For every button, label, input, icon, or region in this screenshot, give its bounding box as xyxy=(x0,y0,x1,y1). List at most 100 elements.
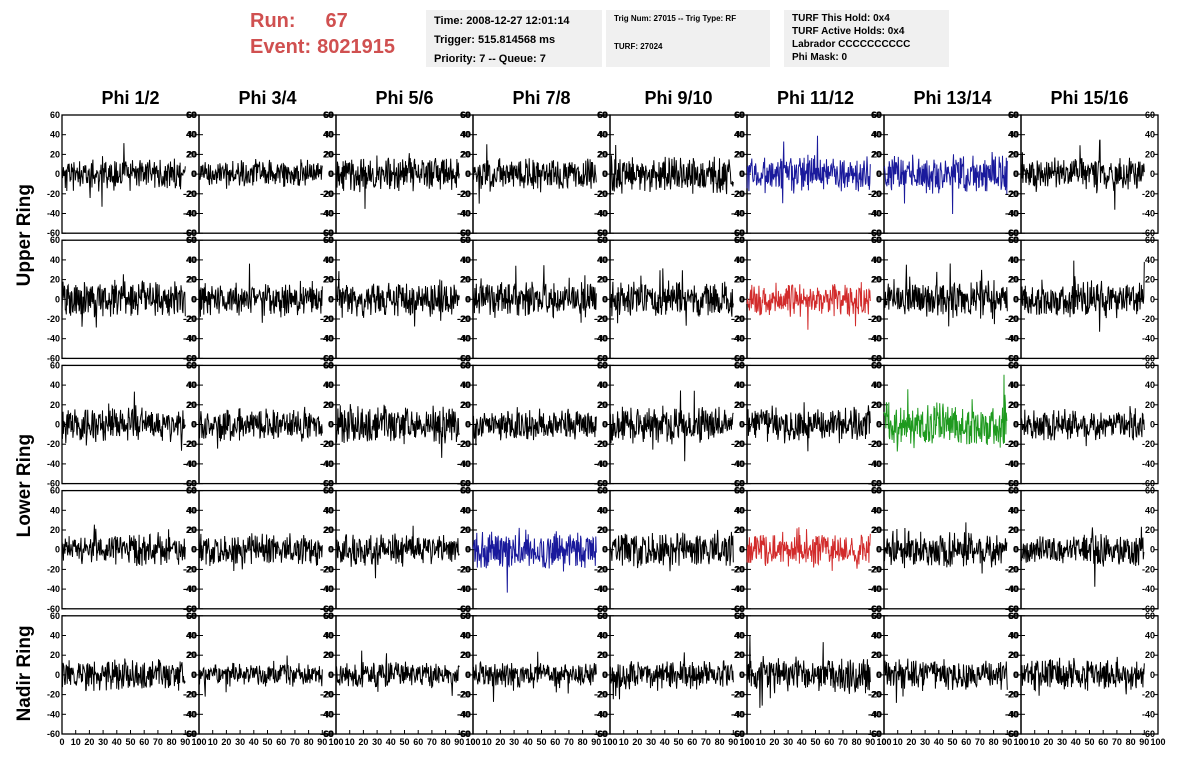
y-tick-label: 60 xyxy=(324,235,334,245)
y-tick-label: 20 xyxy=(1008,275,1018,285)
y-tick-label: -20 xyxy=(183,564,196,574)
y-tick-label: -20 xyxy=(1005,314,1018,324)
y-tick-label: 20 xyxy=(323,400,333,410)
waveform-trace xyxy=(61,143,186,207)
y-tick-label: 0 xyxy=(877,670,882,680)
y-tick-label: 60 xyxy=(735,110,745,120)
x-tick-label: 30 xyxy=(646,737,656,747)
y-tick-label: 20 xyxy=(187,275,197,285)
y-tick-label: -20 xyxy=(321,564,334,574)
x-tick-label: 90 xyxy=(728,737,738,747)
y-tick-label: 20 xyxy=(734,275,744,285)
y-tick-label: -20 xyxy=(458,564,471,574)
y-tick-label: -20 xyxy=(869,564,882,574)
x-tick-label: 90 xyxy=(180,737,190,747)
y-tick-label: 40 xyxy=(186,380,196,390)
y-tick-label: -40 xyxy=(869,459,882,469)
y-tick-label: -40 xyxy=(1005,584,1018,594)
waveform-trace xyxy=(198,158,323,189)
x-tick-label: 60 xyxy=(824,737,834,747)
y-tick-label: 60 xyxy=(187,110,197,120)
y-tick-label: 0 xyxy=(328,670,333,680)
y-tick-label: -40 xyxy=(320,209,333,219)
y-tick-label: 20 xyxy=(460,525,470,535)
y-tick-label: -20 xyxy=(320,189,333,199)
y-tick-label: 60 xyxy=(1145,360,1155,370)
x-tick-label: 80 xyxy=(578,737,588,747)
y-tick-label: -40 xyxy=(1142,459,1155,469)
ring-label: Lower Ring xyxy=(14,434,35,537)
y-tick-label: -40 xyxy=(183,584,196,594)
y-tick-label: 60 xyxy=(461,486,471,496)
y-tick-label: 40 xyxy=(1009,380,1019,390)
y-tick-label: 0 xyxy=(329,545,334,555)
y-tick-label: -40 xyxy=(1006,459,1019,469)
y-tick-label: 0 xyxy=(191,545,196,555)
y-tick-label: 40 xyxy=(1009,255,1019,265)
y-tick-label: -60 xyxy=(457,729,470,739)
x-tick-label: 80 xyxy=(715,737,725,747)
y-tick-label: 0 xyxy=(740,420,745,430)
column-header: Phi 9/10 xyxy=(644,88,712,108)
y-tick-label: 40 xyxy=(871,631,881,641)
labrador-line: Labrador CCCCCCCCCC xyxy=(792,39,911,50)
y-tick-label: -40 xyxy=(732,459,745,469)
y-tick-label: 40 xyxy=(1008,380,1018,390)
y-tick-label: -40 xyxy=(595,584,608,594)
y-tick-label: 20 xyxy=(461,275,471,285)
y-tick-label: 20 xyxy=(1008,400,1018,410)
y-tick-label: 60 xyxy=(1009,110,1019,120)
x-tick-label: 0 xyxy=(470,737,475,747)
waveform-trace xyxy=(883,522,1008,574)
x-tick-label: 10 xyxy=(756,737,766,747)
y-tick-label: 40 xyxy=(460,505,470,515)
waveform-trace xyxy=(472,651,597,702)
y-tick-label: -20 xyxy=(594,564,607,574)
y-tick-label: -40 xyxy=(732,584,745,594)
y-tick-label: 60 xyxy=(1145,486,1155,496)
y-tick-label: -60 xyxy=(47,604,60,614)
y-tick-label: 20 xyxy=(597,525,607,535)
y-tick-label: 40 xyxy=(871,505,881,515)
y-tick-label: -60 xyxy=(321,228,334,238)
y-tick-label: 0 xyxy=(603,294,608,304)
y-tick-label: 0 xyxy=(1150,670,1155,680)
y-tick-label: 0 xyxy=(55,294,60,304)
y-tick-label: -40 xyxy=(1005,459,1018,469)
y-tick-label: 0 xyxy=(877,169,882,179)
y-tick-label: 40 xyxy=(186,255,196,265)
y-tick-label: -40 xyxy=(457,584,470,594)
waveform-trace xyxy=(61,658,186,692)
y-tick-label: -20 xyxy=(595,189,608,199)
y-tick-label: 0 xyxy=(1150,294,1155,304)
y-tick-label: 20 xyxy=(1009,525,1019,535)
y-tick-label: -60 xyxy=(183,228,196,238)
y-tick-label: -40 xyxy=(1006,584,1019,594)
y-tick-label: 40 xyxy=(323,255,333,265)
waveform-trace xyxy=(883,151,1008,215)
y-tick-label: 0 xyxy=(740,670,745,680)
y-tick-label: 40 xyxy=(186,130,196,140)
y-tick-label: 60 xyxy=(598,611,608,621)
y-tick-label: -60 xyxy=(1006,479,1019,489)
y-tick-label: -60 xyxy=(47,479,60,489)
y-tick-label: -40 xyxy=(458,709,471,719)
x-tick-label: 80 xyxy=(1126,737,1136,747)
y-tick-label: 20 xyxy=(735,275,745,285)
x-tick-label: 40 xyxy=(249,737,259,747)
y-tick-label: -60 xyxy=(594,353,607,363)
y-tick-label: 40 xyxy=(1145,631,1155,641)
y-tick-label: -20 xyxy=(183,189,196,199)
y-tick-label: 20 xyxy=(324,650,334,660)
event-label: Event: xyxy=(250,36,312,58)
y-tick-label: -40 xyxy=(731,709,744,719)
y-tick-label: 40 xyxy=(597,130,607,140)
y-tick-label: -40 xyxy=(869,709,882,719)
y-tick-label: -60 xyxy=(47,228,60,238)
y-tick-label: 20 xyxy=(871,149,881,159)
y-tick-label: -20 xyxy=(868,439,881,449)
y-tick-label: 0 xyxy=(603,670,608,680)
y-tick-label: -60 xyxy=(320,228,333,238)
y-tick-label: -60 xyxy=(183,353,196,363)
waveform-trace xyxy=(335,271,460,327)
